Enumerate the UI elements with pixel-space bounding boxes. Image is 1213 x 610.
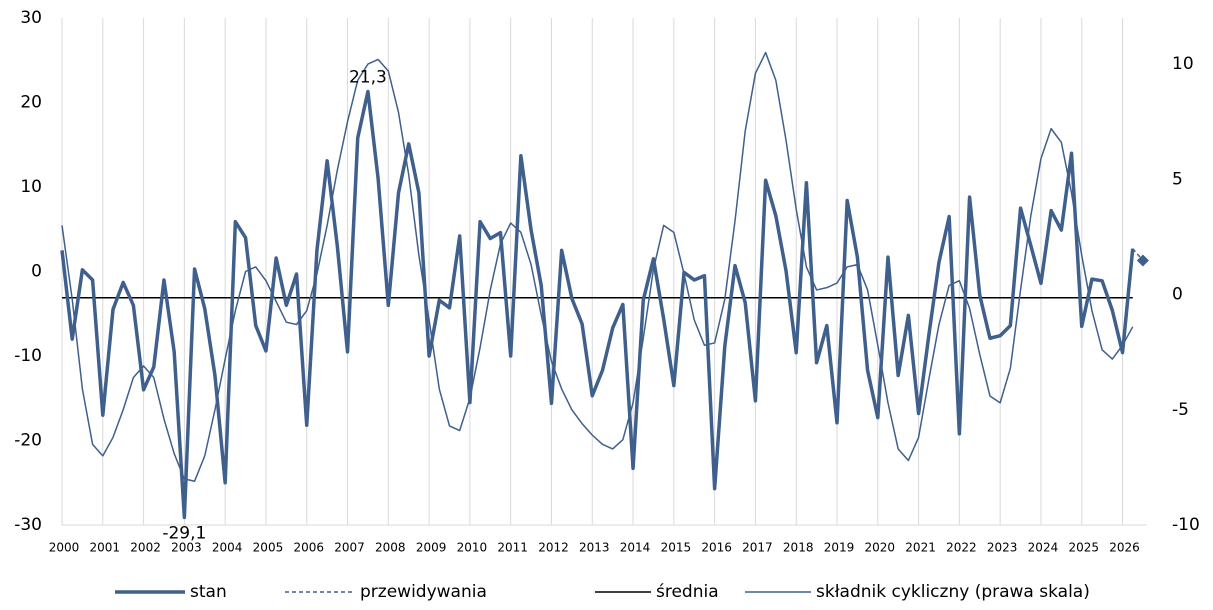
x-tick-label: 2012	[538, 541, 569, 555]
y-tick-label: -20	[14, 431, 42, 451]
x-tick-label: 2003	[171, 541, 202, 555]
y2-tick-label: 10	[1172, 54, 1194, 74]
x-tick-label: 2022	[946, 541, 977, 555]
x-tick-label: 2001	[90, 541, 121, 555]
x-tick-label: 2024	[1028, 541, 1059, 555]
series-line	[60, 89, 1135, 520]
x-tick-label: 2008	[375, 541, 406, 555]
x-tick-label: 2016	[701, 541, 732, 555]
x-tick-label: 2006	[293, 541, 324, 555]
y-tick-label: 0	[31, 262, 42, 282]
x-tick-label: 2017	[742, 541, 773, 555]
legend-label: składnik cykliczny (prawa skala)	[816, 582, 1090, 602]
x-tick-label: 2011	[497, 541, 528, 555]
x-tick-label: 2015	[661, 541, 692, 555]
x-tick-label: 2013	[579, 541, 610, 555]
series-line	[1132, 248, 1144, 262]
y-tick-label: 10	[20, 177, 42, 197]
x-tick-label: 2018	[783, 541, 814, 555]
x-tick-label: 2014	[620, 541, 651, 555]
y2-tick-label: 0	[1172, 285, 1183, 305]
y-tick-label: -30	[14, 515, 42, 535]
series-line	[61, 51, 1134, 482]
x-tick-label: 2005	[253, 541, 284, 555]
legend-label: średnia	[656, 582, 719, 602]
marker	[1136, 254, 1149, 267]
annotation: -29,1	[162, 523, 206, 543]
x-tick-label: 2025	[1068, 541, 1099, 555]
x-tick-label: 2010	[457, 541, 488, 555]
legend-label: przewidywania	[360, 582, 487, 602]
y2-tick-label: -10	[1172, 515, 1200, 535]
x-tick-label: 2021	[905, 541, 936, 555]
x-tick-label: 2026	[1109, 541, 1140, 555]
x-tick-label: 2000	[49, 541, 80, 555]
y2-tick-label: 5	[1172, 169, 1183, 189]
x-tick-label: 2019	[824, 541, 855, 555]
x-tick-label: 2023	[987, 541, 1018, 555]
legend-label: stan	[190, 582, 227, 602]
y-tick-label: 20	[20, 93, 42, 113]
x-tick-label: 2009	[416, 541, 447, 555]
y-tick-label: 30	[20, 8, 42, 28]
x-tick-label: 2007	[334, 541, 365, 555]
x-tick-label: 2020	[865, 541, 896, 555]
x-tick-label: 2002	[130, 541, 161, 555]
x-tick-label: 2004	[212, 541, 243, 555]
y2-tick-label: -5	[1172, 400, 1189, 420]
y-tick-label: -10	[14, 346, 42, 366]
annotation: 21,3	[349, 68, 387, 88]
